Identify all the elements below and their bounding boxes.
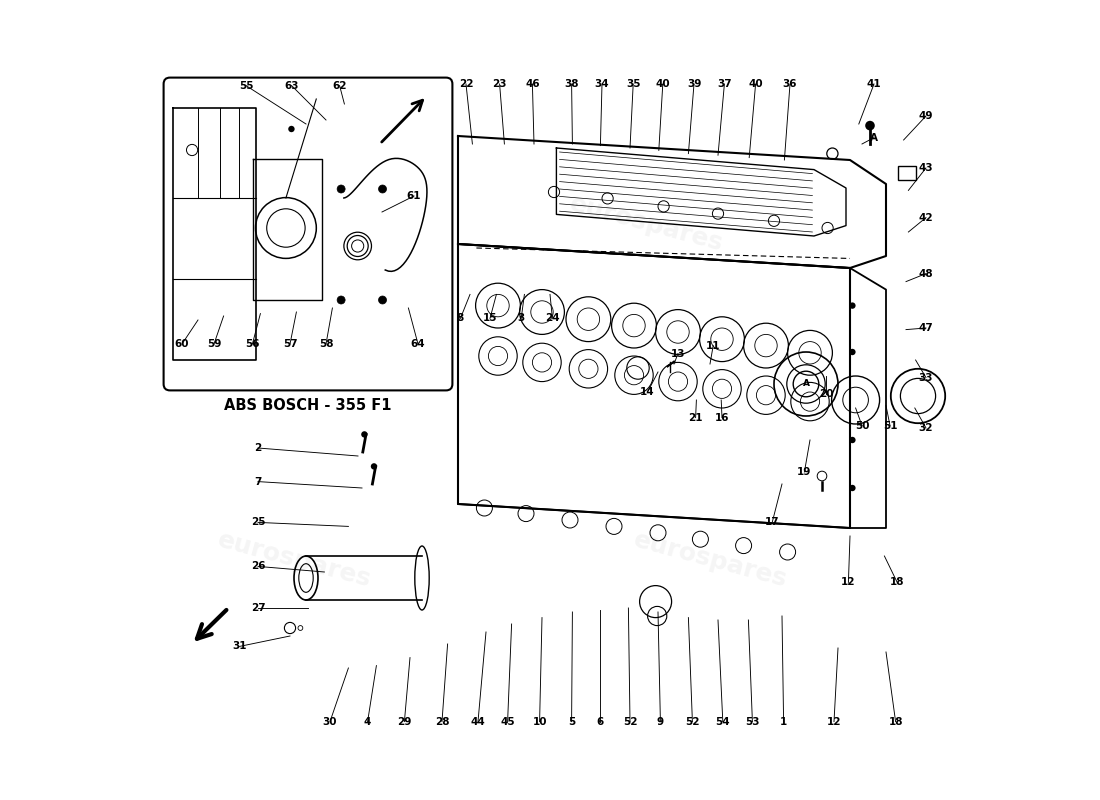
Text: 55: 55 — [239, 81, 253, 90]
Circle shape — [866, 121, 874, 130]
Circle shape — [337, 296, 345, 304]
Text: 18: 18 — [890, 578, 904, 587]
Text: 18: 18 — [889, 717, 903, 726]
Text: 34: 34 — [595, 79, 609, 89]
Text: 60: 60 — [175, 339, 189, 349]
Text: 21: 21 — [689, 413, 703, 422]
Text: 54: 54 — [715, 717, 730, 726]
Text: 53: 53 — [745, 717, 760, 726]
Circle shape — [849, 302, 856, 309]
Text: 52: 52 — [685, 717, 700, 726]
Text: 24: 24 — [546, 314, 560, 323]
Text: 39: 39 — [686, 79, 701, 89]
Text: 48: 48 — [918, 269, 933, 278]
Text: 31: 31 — [232, 642, 246, 651]
Text: 45: 45 — [500, 717, 515, 726]
Text: 9: 9 — [657, 717, 664, 726]
Text: 64: 64 — [410, 339, 426, 349]
Text: 13: 13 — [671, 349, 685, 358]
Text: 15: 15 — [483, 314, 497, 323]
Text: 38: 38 — [564, 79, 579, 89]
Circle shape — [849, 349, 856, 355]
Text: 25: 25 — [251, 518, 265, 527]
Text: 28: 28 — [434, 717, 449, 726]
Text: 22: 22 — [459, 79, 473, 89]
Text: 19: 19 — [798, 467, 812, 477]
Text: 62: 62 — [332, 81, 346, 90]
Text: 3: 3 — [518, 314, 525, 323]
Text: A: A — [803, 379, 810, 389]
Circle shape — [371, 463, 377, 470]
Text: 11: 11 — [706, 341, 721, 350]
Text: 43: 43 — [918, 163, 933, 173]
Text: eurospares: eurospares — [566, 192, 726, 256]
Text: 10: 10 — [532, 717, 547, 726]
Text: 16: 16 — [715, 413, 729, 422]
Text: eurospares: eurospares — [214, 528, 374, 592]
Text: 63: 63 — [284, 81, 299, 90]
Text: 46: 46 — [525, 79, 540, 89]
Circle shape — [337, 185, 345, 193]
Text: 36: 36 — [783, 79, 798, 89]
Text: 42: 42 — [918, 213, 933, 222]
Text: ABS BOSCH - 355 F1: ABS BOSCH - 355 F1 — [224, 398, 392, 414]
Text: 33: 33 — [918, 373, 933, 382]
Text: 12: 12 — [842, 578, 856, 587]
Text: 41: 41 — [867, 79, 881, 89]
Text: 40: 40 — [748, 79, 763, 89]
Text: 58: 58 — [319, 339, 333, 349]
Text: 51: 51 — [882, 421, 898, 430]
Text: 37: 37 — [717, 79, 732, 89]
Text: 2: 2 — [254, 443, 262, 453]
Text: 61: 61 — [407, 191, 421, 201]
Text: 27: 27 — [251, 603, 265, 613]
Text: 56: 56 — [245, 339, 260, 349]
Text: 59: 59 — [207, 339, 221, 349]
Text: 8: 8 — [456, 314, 464, 323]
Text: 17: 17 — [766, 517, 780, 526]
Text: 29: 29 — [397, 717, 411, 726]
Text: 40: 40 — [656, 79, 670, 89]
Text: 1: 1 — [780, 717, 788, 726]
Text: 5: 5 — [568, 717, 575, 726]
Circle shape — [849, 437, 856, 443]
Text: A: A — [870, 133, 878, 142]
Text: 7: 7 — [254, 477, 262, 486]
Text: 6: 6 — [596, 717, 603, 726]
Circle shape — [361, 431, 367, 438]
Circle shape — [849, 485, 856, 491]
Text: 57: 57 — [283, 339, 297, 349]
Bar — [898, 166, 915, 180]
Text: 50: 50 — [855, 421, 869, 430]
Text: 30: 30 — [322, 717, 338, 726]
Text: 12: 12 — [827, 717, 842, 726]
Text: 23: 23 — [493, 79, 507, 89]
Text: 52: 52 — [623, 717, 637, 726]
Text: eurospares: eurospares — [630, 528, 790, 592]
Text: 47: 47 — [918, 323, 934, 333]
Circle shape — [378, 296, 386, 304]
Text: 26: 26 — [251, 562, 265, 571]
Circle shape — [288, 126, 295, 132]
Text: 4: 4 — [364, 717, 372, 726]
Circle shape — [378, 185, 386, 193]
Text: 14: 14 — [640, 387, 654, 397]
FancyBboxPatch shape — [164, 78, 452, 390]
Text: 35: 35 — [626, 79, 640, 89]
Text: 44: 44 — [471, 717, 485, 726]
Text: 20: 20 — [818, 389, 834, 398]
Text: 49: 49 — [918, 111, 933, 121]
Text: 32: 32 — [918, 423, 933, 433]
